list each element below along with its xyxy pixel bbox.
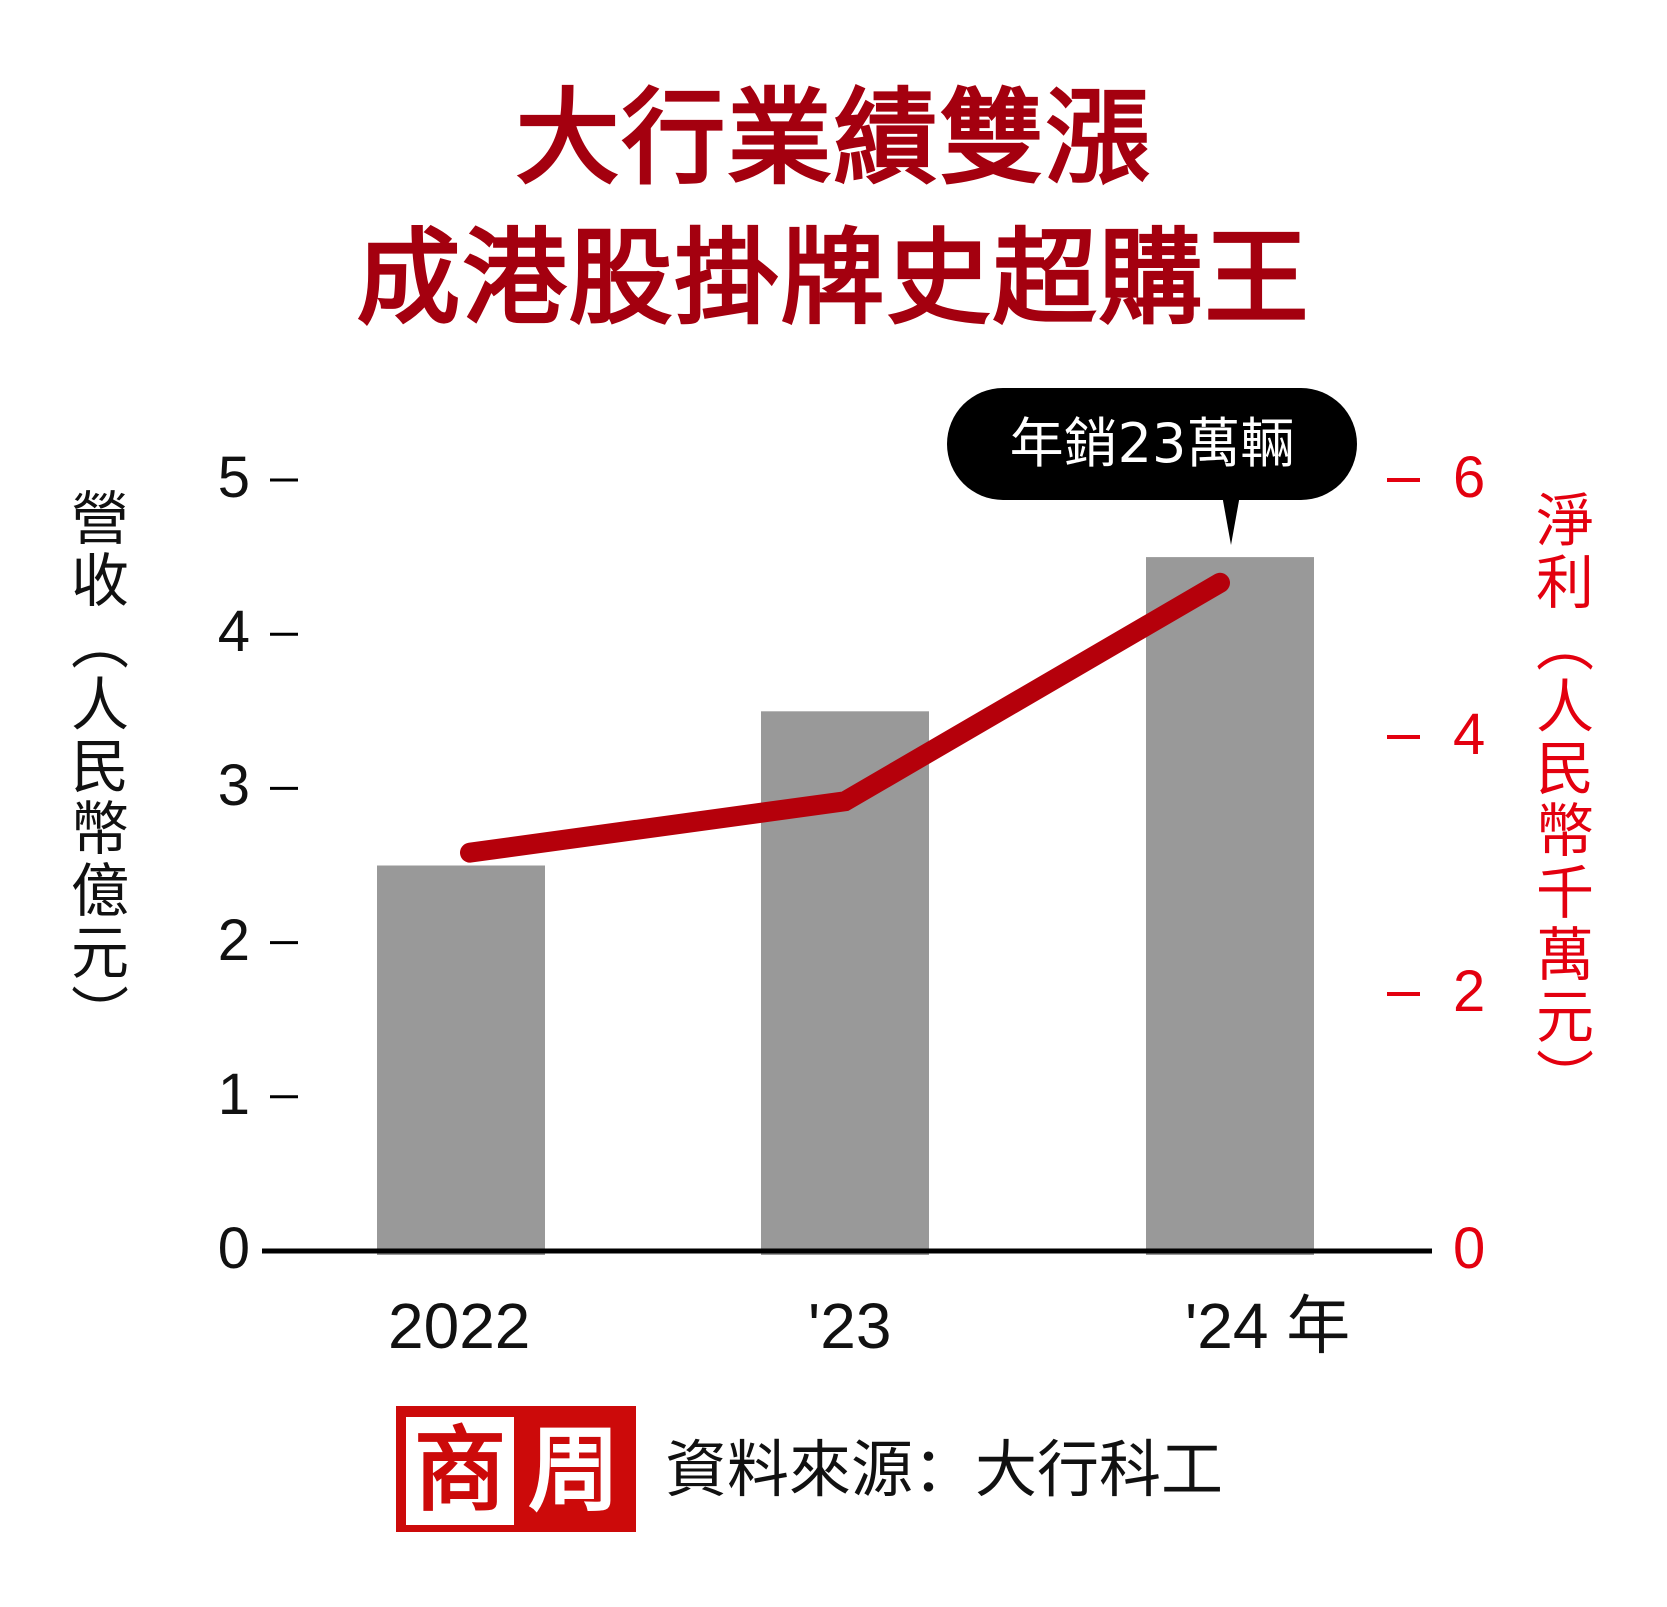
revenue-bar xyxy=(377,865,545,1255)
business-weekly-logo: 商 周 xyxy=(396,1406,636,1532)
right-axis-label: 淨利 ︵ 人民幣千萬元 ︶ xyxy=(1525,490,1605,1110)
axis-label-char: 淨 xyxy=(1535,487,1594,555)
right-tick-label: 0 xyxy=(1453,1216,1486,1281)
axis-label-char: 人 xyxy=(1535,673,1594,741)
left-tick-label: 3 xyxy=(217,753,250,819)
axis-label-char: 元 xyxy=(1535,983,1594,1051)
left-axis-label: 營收 ︵ 人民幣億元 ︶ xyxy=(60,488,140,1046)
axis-label-char: 人 xyxy=(70,671,129,739)
axis-label-char: 民 xyxy=(70,733,129,801)
axis-label-char: 萬 xyxy=(1535,921,1594,989)
axis-label-char: ︵ xyxy=(70,609,129,677)
axis-label-char: 利 xyxy=(1535,549,1594,617)
axis-label-char: 民 xyxy=(1535,735,1594,803)
x-tick-label: 2022 xyxy=(388,1290,531,1362)
logo-char-1: 商 xyxy=(406,1417,514,1525)
chart-title-line2: 成港股掛牌史超購王 xyxy=(356,217,1311,339)
right-tick-label: 2 xyxy=(1453,959,1486,1024)
axis-label-char: 幣 xyxy=(1535,797,1594,865)
left-tick-label: 2 xyxy=(217,907,250,973)
left-tick-label: 4 xyxy=(217,599,250,665)
x-tick-label: '23 xyxy=(808,1290,892,1362)
axis-label-char: 千 xyxy=(1535,859,1594,927)
axis-label-char: 幣 xyxy=(70,795,129,863)
axis-label-char: 元 xyxy=(70,919,129,987)
right-tick-label: 6 xyxy=(1453,445,1486,510)
revenue-bar xyxy=(1146,557,1314,1255)
sales-callout: 年銷23萬輛 xyxy=(947,388,1357,500)
axis-label-char: 億 xyxy=(70,857,129,925)
net-profit-line xyxy=(460,572,1230,863)
axis-label-char: ︶ xyxy=(70,981,129,1049)
logo-char-2: 周 xyxy=(527,1417,620,1524)
x-tick-label: '24 年 xyxy=(1185,1290,1351,1362)
left-tick-label: 1 xyxy=(217,1061,250,1127)
left-tick-label: 0 xyxy=(217,1216,250,1281)
left-tick-label: 5 xyxy=(217,445,250,510)
axis-label-char: ︶ xyxy=(1535,1045,1594,1113)
right-tick-label: 4 xyxy=(1453,702,1486,767)
data-source: 資料來源：大行科工 xyxy=(665,1433,1224,1506)
axis-label-char: ︵ xyxy=(1535,611,1594,679)
axis-label-char: 營 xyxy=(70,485,129,553)
chart-title-line1: 大行業績雙漲 xyxy=(515,77,1152,199)
callout-pointer xyxy=(1222,495,1240,545)
axis-label-char: 收 xyxy=(70,547,129,615)
